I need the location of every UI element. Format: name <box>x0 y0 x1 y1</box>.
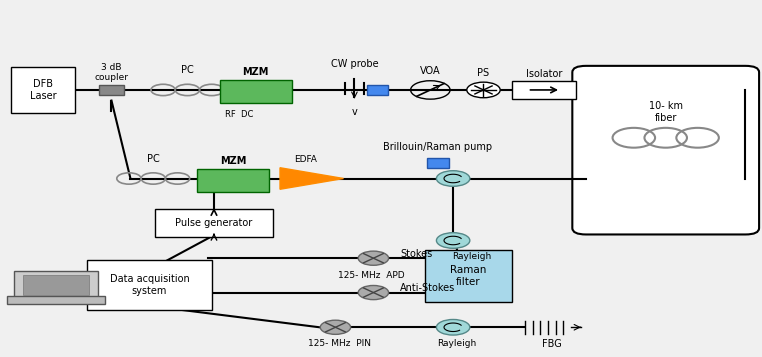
FancyBboxPatch shape <box>11 67 75 113</box>
Text: VOA: VOA <box>420 66 440 76</box>
Text: Data acquisition
system: Data acquisition system <box>110 274 189 296</box>
FancyBboxPatch shape <box>99 85 123 95</box>
FancyBboxPatch shape <box>424 250 512 302</box>
Text: PC: PC <box>147 154 159 164</box>
Text: Raman
filter: Raman filter <box>450 265 486 287</box>
FancyBboxPatch shape <box>367 85 388 95</box>
Circle shape <box>467 82 500 98</box>
Circle shape <box>320 320 351 335</box>
Text: PS: PS <box>478 68 489 78</box>
Text: v: v <box>351 107 357 117</box>
Text: Rayleigh: Rayleigh <box>437 338 476 348</box>
FancyBboxPatch shape <box>155 208 273 237</box>
FancyBboxPatch shape <box>572 66 759 235</box>
Text: 125- MHz  PIN: 125- MHz PIN <box>308 338 371 348</box>
Text: Isolator: Isolator <box>526 69 562 79</box>
Text: Pulse generator: Pulse generator <box>175 218 252 228</box>
Circle shape <box>358 286 389 300</box>
FancyBboxPatch shape <box>8 296 104 303</box>
Circle shape <box>437 171 470 186</box>
Text: PC: PC <box>181 65 194 75</box>
Text: FBG: FBG <box>542 338 562 348</box>
Text: Anti-Stokes: Anti-Stokes <box>400 283 455 293</box>
Text: Stokes: Stokes <box>400 249 432 259</box>
FancyBboxPatch shape <box>23 275 89 295</box>
FancyBboxPatch shape <box>219 80 292 103</box>
Text: CW probe: CW probe <box>331 59 378 69</box>
Text: 125- MHz  APD: 125- MHz APD <box>338 271 405 280</box>
Text: 3 dB
coupler: 3 dB coupler <box>94 63 129 82</box>
Polygon shape <box>280 168 344 189</box>
Text: Brillouin/Raman pump: Brillouin/Raman pump <box>383 142 492 152</box>
Text: DFB
Laser: DFB Laser <box>30 79 56 101</box>
Text: EDFA: EDFA <box>295 155 318 164</box>
Text: MZM: MZM <box>242 67 269 77</box>
FancyBboxPatch shape <box>427 157 449 167</box>
Text: MZM: MZM <box>219 156 246 166</box>
Circle shape <box>358 251 389 265</box>
Circle shape <box>437 233 470 248</box>
FancyBboxPatch shape <box>197 169 269 192</box>
Text: RF  DC: RF DC <box>225 110 253 119</box>
FancyBboxPatch shape <box>14 271 98 299</box>
FancyBboxPatch shape <box>87 260 212 310</box>
FancyBboxPatch shape <box>512 81 576 99</box>
Text: Rayleigh: Rayleigh <box>453 252 491 261</box>
Circle shape <box>437 320 470 335</box>
Text: 10- km
fiber: 10- km fiber <box>648 101 683 123</box>
